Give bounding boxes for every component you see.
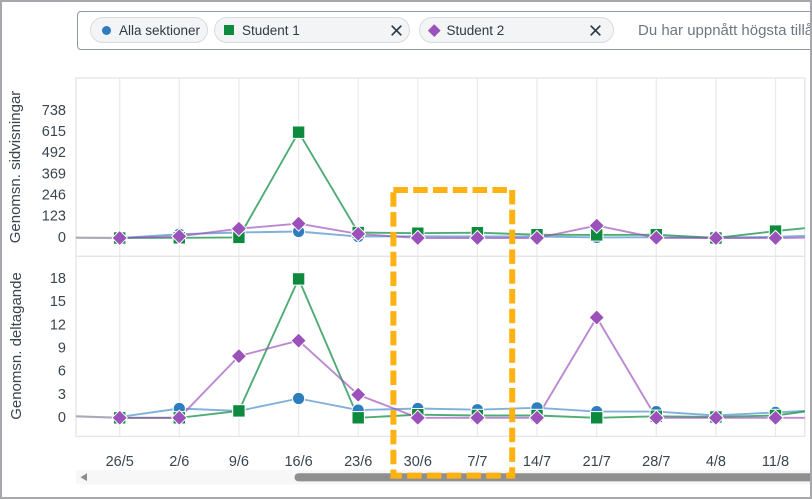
- svg-text:738: 738: [42, 103, 66, 119]
- svg-text:21/7: 21/7: [583, 454, 611, 470]
- svg-text:26/5: 26/5: [106, 454, 134, 470]
- svg-text:30/6: 30/6: [404, 454, 432, 470]
- svg-text:9/6: 9/6: [229, 454, 249, 470]
- svg-text:11/8: 11/8: [762, 454, 789, 470]
- svg-text:15: 15: [50, 294, 66, 310]
- svg-text:16/6: 16/6: [284, 454, 312, 470]
- svg-text:3: 3: [58, 387, 66, 403]
- svg-text:0: 0: [58, 410, 66, 426]
- svg-text:18: 18: [50, 271, 66, 287]
- svg-text:4/8: 4/8: [706, 454, 726, 470]
- svg-text:14/7: 14/7: [523, 454, 551, 470]
- svg-text:9: 9: [58, 341, 66, 357]
- svg-text:7/7: 7/7: [467, 454, 487, 470]
- svg-text:246: 246: [42, 188, 66, 204]
- svg-text:12: 12: [50, 317, 66, 333]
- svg-text:6: 6: [58, 364, 66, 380]
- svg-text:369: 369: [42, 166, 66, 182]
- svg-text:492: 492: [42, 145, 66, 161]
- svg-text:0: 0: [58, 230, 66, 246]
- svg-text:Genomsn. sidvisningar: Genomsn. sidvisningar: [7, 91, 24, 244]
- svg-text:2/6: 2/6: [169, 454, 189, 470]
- svg-text:Genomsn. deltagande: Genomsn. deltagande: [8, 272, 25, 420]
- svg-text:123: 123: [42, 209, 66, 225]
- svg-text:28/7: 28/7: [642, 454, 670, 470]
- svg-text:615: 615: [42, 124, 66, 140]
- svg-text:23/6: 23/6: [344, 454, 372, 470]
